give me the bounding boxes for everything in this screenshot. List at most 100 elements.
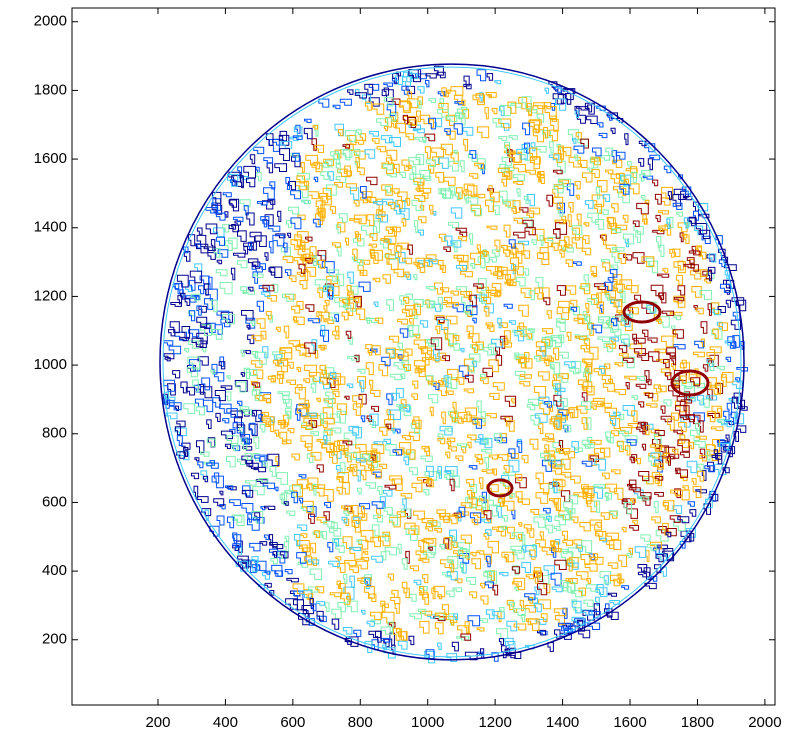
contour-line [352,248,358,261]
contour-line [255,166,260,174]
contour-line [649,154,660,161]
contour-line [653,501,659,514]
contour-line [463,310,470,315]
contour-line [445,89,451,94]
contour-line [464,407,477,417]
contour-line [593,484,606,489]
contour-line [235,560,249,572]
contour-line [329,451,338,464]
contour-line [452,303,464,313]
contour-line [558,373,569,379]
contour-line [723,420,732,428]
contour-line [661,186,673,200]
contour-line [676,274,683,286]
contour-line [246,212,255,226]
contour-line [500,525,507,531]
contour-line [479,377,489,385]
contour-line [699,290,712,300]
contour-line [241,503,254,514]
contour-line [405,197,411,206]
contour-line [511,207,517,214]
contour-line [663,500,675,512]
contour-line [384,235,397,245]
contour-line [530,509,540,515]
contour-line [673,298,683,304]
contour-line [567,214,572,227]
contour-line [453,254,464,262]
contour-line [524,142,530,154]
contour-line [547,642,554,652]
contour-line [263,534,269,541]
contour-line [443,176,456,186]
contour-line [583,599,594,607]
contour-line [514,473,523,481]
contour-line [426,159,436,167]
contour-line [410,422,421,434]
contour-line [555,222,568,235]
contour-line [250,360,263,368]
contour-line [386,149,398,161]
contour-line [320,530,327,540]
contour-line [335,556,342,561]
contour-line [460,534,472,544]
contour-line [423,551,435,558]
contour-line [604,407,617,418]
contour-line [428,394,439,404]
contour-line [243,350,251,355]
contour-line [528,290,535,301]
contour-line [530,142,536,152]
contour-line [548,141,554,154]
contour-line [528,120,541,133]
contour-line [677,174,683,180]
contour-line [481,250,488,258]
contour-line [408,635,415,646]
contour-line [629,456,635,464]
contour-line [591,147,602,157]
contour-line [260,330,267,340]
contour-line [425,286,436,291]
contour-line [464,374,474,383]
contour-line [650,444,663,451]
contour-line [323,305,328,313]
contour-line [706,254,715,262]
contour-line [165,412,178,420]
contour-line [296,366,301,373]
contour-line [291,491,299,504]
contour-line [731,396,739,409]
contour-line [387,201,396,210]
contour-line [397,318,409,325]
contour-line [550,118,559,132]
contour-line [506,620,518,632]
contour-line [337,602,346,613]
contour-line [640,194,646,201]
contour-line [554,559,567,570]
contour-line [353,200,360,207]
contour-line [222,418,230,424]
contour-line [494,239,501,252]
contour-line [318,98,330,108]
contour-line [446,116,458,122]
contour-line [456,636,470,641]
contour-line [415,365,425,371]
contour-line [264,505,276,510]
contour-line [194,398,204,408]
contour-line [500,342,512,348]
contour-line [465,290,472,300]
contour-line [715,453,723,465]
contour-line [558,178,571,188]
contour-line [503,465,510,473]
contour-line [312,125,319,130]
contour-line [399,328,409,338]
contour-line [521,250,531,259]
contour-line [610,338,616,345]
contour-line [568,495,579,505]
contour-line [513,623,527,631]
contour-line [504,395,517,407]
contour-line [365,362,374,376]
contour-line [286,510,296,516]
contour-line [370,249,383,261]
contour-line [514,370,526,380]
contour-line [504,141,510,155]
contour-line [421,539,434,544]
contour-line [196,316,208,328]
